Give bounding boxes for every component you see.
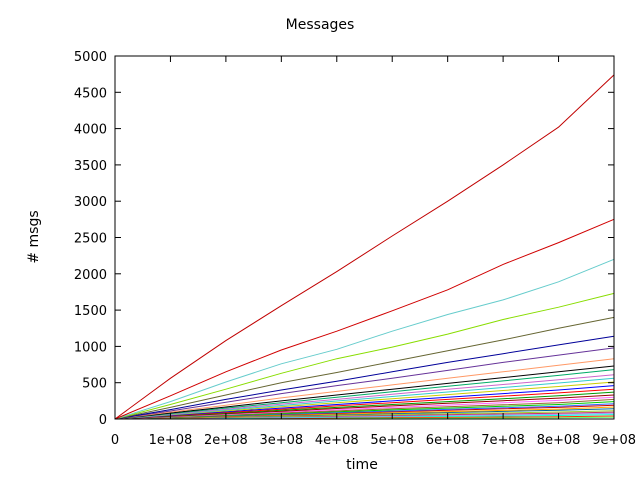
y-tick-label: 3000 — [74, 195, 107, 210]
y-tick-label: 3500 — [74, 159, 107, 174]
x-tick-label: 1e+08 — [149, 433, 193, 448]
x-tick-label: 6e+08 — [426, 433, 470, 448]
series-line-12 — [114, 377, 615, 420]
series-line-3 — [114, 258, 615, 420]
x-tick-label: 9e+08 — [592, 433, 636, 448]
series-line-15 — [114, 388, 615, 420]
series-line-6 — [114, 335, 615, 420]
y-tick-label: 500 — [82, 377, 107, 392]
x-axis-label: time — [346, 457, 378, 473]
y-tick-label: 1000 — [74, 340, 107, 355]
chart-title: Messages — [285, 17, 355, 33]
series-line-1 — [114, 74, 615, 420]
y-tick-label: 2500 — [74, 232, 107, 247]
series-line-16 — [114, 391, 615, 420]
series-line-11 — [114, 374, 615, 420]
x-tick-label: 2e+08 — [204, 433, 248, 448]
series-line-5 — [114, 316, 615, 420]
y-tick-label: 1500 — [74, 304, 107, 319]
series-line-4 — [114, 292, 615, 420]
series-line-10 — [114, 369, 615, 420]
x-tick-label: 7e+08 — [481, 433, 525, 448]
y-tick-label: 5000 — [74, 50, 107, 65]
axis-layer: 0 500 1000 1500 2000 2500 3000 3500 4000 4500 5000… — [74, 50, 636, 448]
series-line-13 — [114, 381, 615, 420]
y-tick-label: 4000 — [74, 123, 107, 138]
series-line-14 — [114, 385, 615, 420]
x-tick-label: 0 — [111, 433, 119, 448]
y-tick-label: 2000 — [74, 268, 107, 283]
y-tick-label: 0 — [99, 413, 107, 428]
x-tick-label: 3e+08 — [259, 433, 303, 448]
x-tick-label: 4e+08 — [315, 433, 359, 448]
x-tick-label: 5e+08 — [370, 433, 414, 448]
series-line-9 — [114, 365, 615, 420]
x-tick-label: 8e+08 — [537, 433, 581, 448]
y-tick-label: 4500 — [74, 86, 107, 101]
series-line-8 — [114, 358, 615, 420]
series-line-7 — [114, 347, 615, 420]
series-layer — [114, 74, 615, 420]
series-line-2 — [114, 218, 615, 420]
